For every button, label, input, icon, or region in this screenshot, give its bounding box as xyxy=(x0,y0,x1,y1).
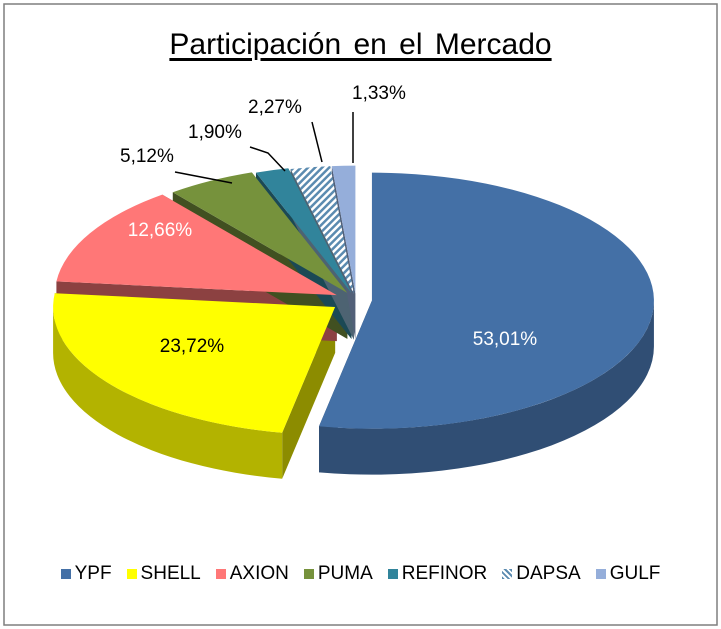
leader-line-dapsa xyxy=(311,121,323,163)
legend-item-shell[interactable]: SHELL xyxy=(126,563,201,585)
legend-item-dapsa[interactable]: DAPSA xyxy=(502,563,581,585)
legend-swatch-refinor xyxy=(387,569,398,579)
pie-slice-side-shell xyxy=(53,307,283,479)
data-label-dapsa: 2,27% xyxy=(248,97,302,118)
legend-swatch-gulf xyxy=(595,569,606,579)
pie-slice-ypf[interactable] xyxy=(319,172,654,429)
legend-swatch-dapsa xyxy=(502,569,513,579)
legend-swatch-shell xyxy=(126,569,137,579)
pie-slice-refinor[interactable] xyxy=(255,168,352,294)
legend-swatch-axion xyxy=(215,569,226,579)
legend-item-ypf[interactable]: YPF xyxy=(60,563,112,585)
legend-swatch-ypf xyxy=(60,569,71,579)
leader-line-refinor xyxy=(249,146,286,172)
data-label-gulf: 1,33% xyxy=(352,83,406,104)
legend-item-puma[interactable]: PUMA xyxy=(303,563,373,585)
legend-label-gulf: GULF xyxy=(609,563,661,584)
data-label-axion: 12,66% xyxy=(128,220,193,241)
legend-swatch-puma xyxy=(303,569,314,579)
leader-line-puma xyxy=(174,171,233,184)
pie-slice-side-ypf xyxy=(319,300,654,475)
legend: YPF SHELL AXION PUMA REFINOR DAPSA GULF xyxy=(0,563,721,585)
legend-label-refinor: REFINOR xyxy=(401,563,488,584)
data-label-ypf: 53,01% xyxy=(473,329,538,350)
data-label-shell: 23,72% xyxy=(160,336,225,357)
legend-label-ypf: YPF xyxy=(74,563,112,584)
legend-item-gulf[interactable]: GULF xyxy=(595,563,661,585)
pie-slice-axion[interactable] xyxy=(56,194,337,296)
legend-item-axion[interactable]: AXION xyxy=(215,563,289,585)
legend-label-axion: AXION xyxy=(229,563,289,584)
chart-title: Participación en el Mercado xyxy=(169,28,552,61)
legend-item-refinor[interactable]: REFINOR xyxy=(387,563,488,585)
pie-slice-dapsa[interactable] xyxy=(290,166,354,294)
legend-label-shell: SHELL xyxy=(140,563,201,584)
data-label-refinor: 1,90% xyxy=(188,122,242,143)
legend-label-puma: PUMA xyxy=(317,563,373,584)
pie-slice-puma[interactable] xyxy=(172,172,348,293)
legend-label-dapsa: DAPSA xyxy=(516,563,581,584)
data-label-puma: 5,12% xyxy=(120,146,174,167)
pie-slice-shell[interactable] xyxy=(53,293,336,433)
pie-slice-gulf[interactable] xyxy=(331,165,356,294)
